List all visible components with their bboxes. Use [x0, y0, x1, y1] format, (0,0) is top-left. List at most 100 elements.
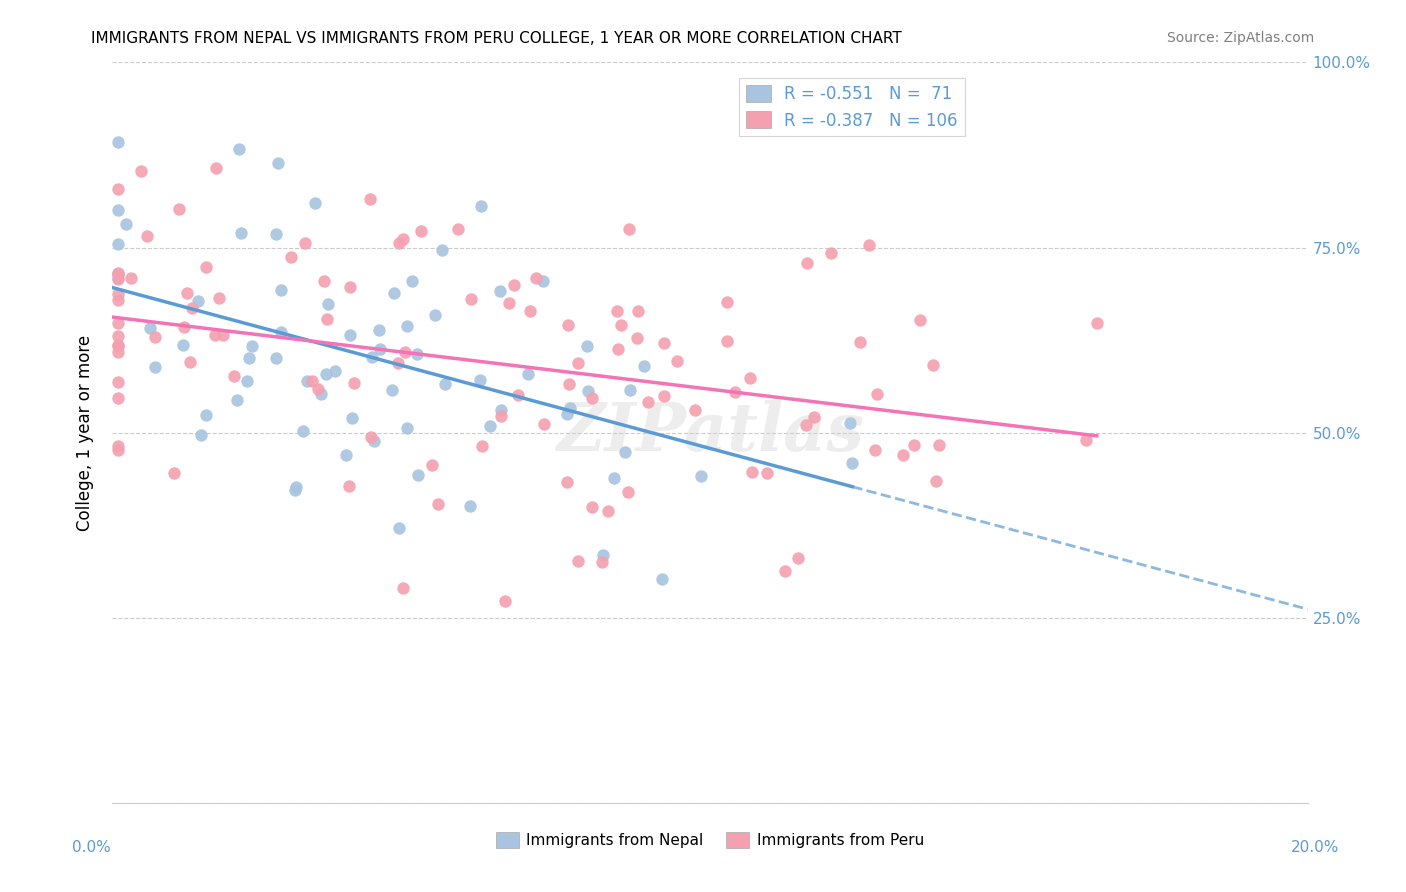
Point	[138, 321, 160, 335]
Point	[388, 521, 411, 535]
Point	[420, 458, 443, 473]
Point	[460, 292, 482, 306]
Point	[581, 392, 603, 406]
Point	[598, 504, 620, 518]
Point	[267, 156, 290, 170]
Point	[107, 391, 129, 405]
Point	[683, 402, 706, 417]
Point	[396, 420, 419, 434]
Point	[107, 182, 129, 196]
Point	[893, 448, 915, 462]
Point	[280, 250, 302, 264]
Point	[471, 439, 494, 453]
Point	[560, 401, 582, 415]
Point	[908, 313, 931, 327]
Point	[395, 318, 418, 333]
Point	[567, 356, 589, 370]
Point	[163, 467, 186, 481]
Point	[382, 285, 405, 300]
Point	[107, 267, 129, 281]
Point	[430, 244, 453, 258]
Point	[212, 327, 235, 342]
Point	[820, 246, 842, 260]
Point	[307, 382, 329, 396]
Point	[107, 375, 129, 389]
Point	[591, 555, 613, 569]
Point	[576, 384, 599, 398]
Point	[391, 581, 413, 595]
Point	[284, 483, 307, 498]
Point	[627, 304, 650, 318]
Point	[524, 270, 547, 285]
Point	[1076, 434, 1098, 448]
Point	[928, 438, 950, 452]
Point	[652, 389, 675, 403]
Point	[405, 346, 427, 360]
Point	[107, 443, 129, 458]
Point	[229, 227, 252, 241]
Point	[187, 293, 209, 308]
Point	[607, 343, 630, 357]
Point	[295, 374, 318, 388]
Point	[489, 409, 512, 423]
Point	[458, 500, 481, 514]
Point	[323, 364, 346, 378]
Point	[488, 284, 510, 298]
Point	[204, 161, 226, 175]
Point	[270, 325, 292, 339]
Point	[755, 466, 778, 480]
Point	[610, 318, 633, 333]
Text: Source: ZipAtlas.com: Source: ZipAtlas.com	[1167, 31, 1315, 45]
Point	[394, 344, 416, 359]
Point	[796, 256, 818, 270]
Point	[716, 295, 738, 310]
Point	[204, 327, 226, 342]
Point	[284, 480, 307, 494]
Point	[190, 428, 212, 442]
Point	[343, 376, 366, 391]
Point	[478, 418, 501, 433]
Point	[581, 500, 603, 514]
Point	[228, 142, 250, 156]
Point	[225, 393, 247, 408]
Point	[858, 237, 880, 252]
Point	[107, 270, 129, 285]
Point	[107, 236, 129, 251]
Point	[107, 287, 129, 301]
Point	[235, 375, 257, 389]
Point	[592, 548, 614, 562]
Point	[433, 376, 456, 391]
Point	[575, 338, 598, 352]
Point	[391, 232, 413, 246]
Point	[401, 274, 423, 288]
Point	[107, 202, 129, 217]
Point	[555, 407, 578, 421]
Point	[519, 303, 541, 318]
Point	[143, 360, 166, 375]
Point	[294, 235, 316, 250]
Text: 0.0%: 0.0%	[72, 840, 111, 855]
Point	[724, 384, 747, 399]
Point	[866, 386, 889, 401]
Point	[129, 163, 152, 178]
Point	[567, 554, 589, 568]
Point	[716, 334, 738, 348]
Point	[107, 344, 129, 359]
Point	[194, 409, 217, 423]
Point	[558, 376, 581, 391]
Point	[264, 351, 287, 365]
Point	[361, 350, 384, 364]
Point	[368, 323, 391, 337]
Point	[925, 474, 948, 488]
Point	[409, 224, 432, 238]
Point	[516, 367, 538, 381]
Point	[172, 338, 194, 352]
Point	[447, 222, 470, 236]
Point	[503, 278, 526, 293]
Point	[315, 367, 337, 381]
Point	[617, 485, 640, 500]
Point	[1085, 317, 1108, 331]
Point	[555, 475, 578, 489]
Point	[208, 291, 231, 305]
Point	[921, 358, 943, 372]
